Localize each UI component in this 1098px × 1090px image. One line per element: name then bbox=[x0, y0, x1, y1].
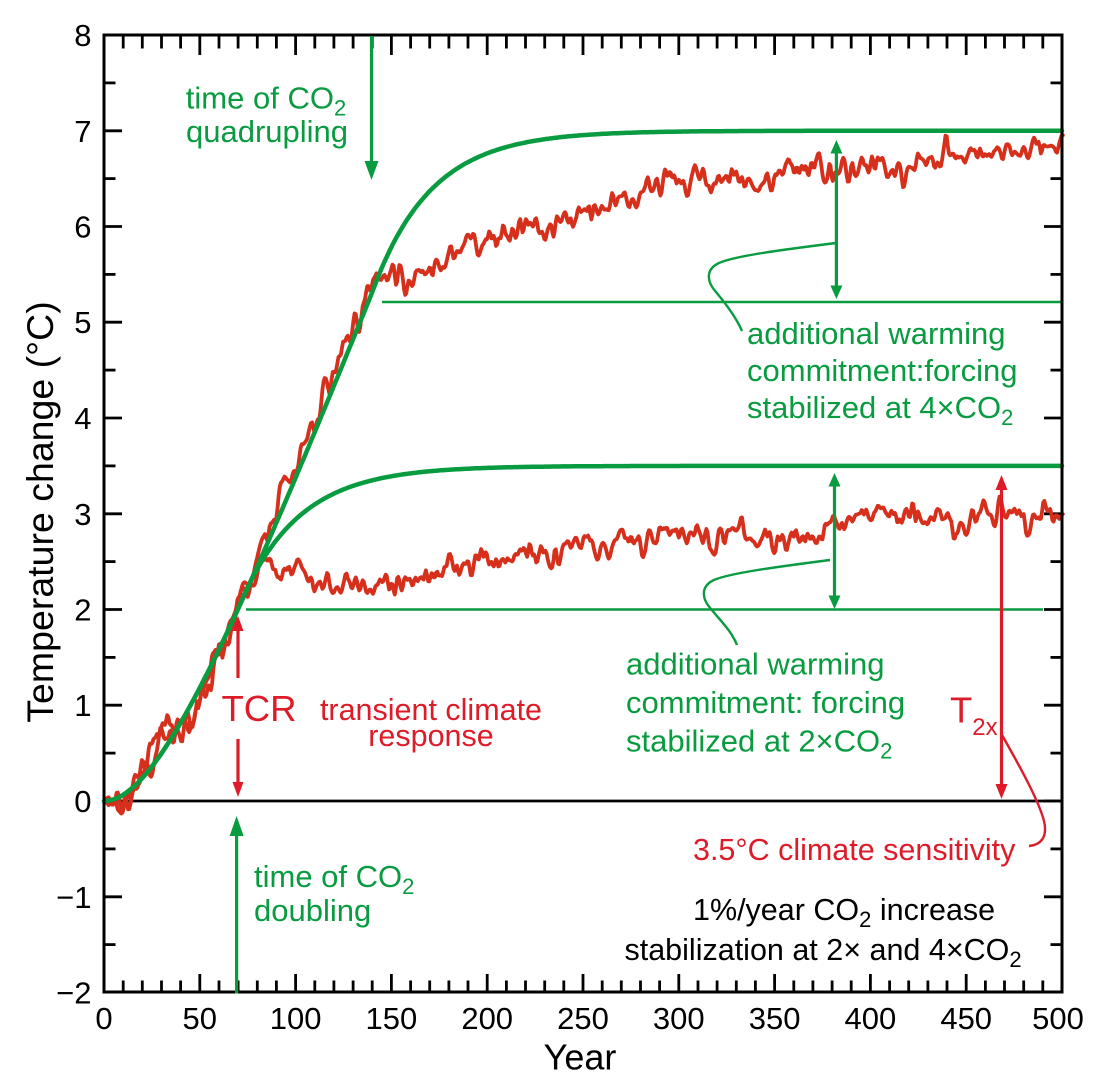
svg-text:stabilization at 2× and 4×CO2: stabilization at 2× and 4×CO2 bbox=[625, 933, 1022, 972]
svg-text:4: 4 bbox=[74, 401, 91, 436]
svg-text:5: 5 bbox=[74, 305, 91, 340]
svg-text:−1: −1 bbox=[56, 880, 91, 915]
svg-text:additional warming: additional warming bbox=[747, 316, 1005, 351]
svg-text:200: 200 bbox=[461, 1001, 513, 1036]
svg-text:6: 6 bbox=[74, 210, 91, 245]
svg-text:commitment:forcing: commitment:forcing bbox=[747, 353, 1017, 388]
svg-text:Year: Year bbox=[544, 1037, 617, 1078]
svg-text:doubling: doubling bbox=[254, 893, 371, 928]
svg-text:Temperature change (°C): Temperature change (°C) bbox=[19, 301, 61, 722]
svg-text:3: 3 bbox=[74, 497, 91, 532]
svg-text:stabilized at 2×CO2: stabilized at 2×CO2 bbox=[626, 724, 892, 764]
svg-text:3.5°C climate sensitivity: 3.5°C climate sensitivity bbox=[693, 833, 1016, 867]
svg-text:0: 0 bbox=[95, 1001, 112, 1036]
svg-text:quadrupling: quadrupling bbox=[186, 114, 348, 149]
svg-text:time of CO2: time of CO2 bbox=[254, 859, 414, 899]
svg-text:7: 7 bbox=[74, 114, 91, 149]
svg-text:1: 1 bbox=[74, 688, 91, 723]
svg-text:commitment: forcing: commitment: forcing bbox=[626, 685, 905, 720]
svg-text:time of CO2: time of CO2 bbox=[186, 81, 346, 121]
svg-text:400: 400 bbox=[845, 1001, 897, 1036]
svg-text:TCR: TCR bbox=[222, 688, 297, 729]
svg-text:stabilized at 4×CO2: stabilized at 4×CO2 bbox=[747, 390, 1013, 430]
svg-text:response: response bbox=[368, 719, 493, 753]
svg-text:additional warming: additional warming bbox=[626, 647, 884, 682]
svg-text:2: 2 bbox=[74, 593, 91, 628]
svg-text:1%/year CO2 increase: 1%/year CO2 increase bbox=[693, 893, 995, 932]
svg-text:100: 100 bbox=[270, 1001, 322, 1036]
svg-text:−2: −2 bbox=[56, 976, 91, 1011]
svg-text:250: 250 bbox=[557, 1001, 609, 1036]
svg-text:350: 350 bbox=[749, 1001, 801, 1036]
svg-text:500: 500 bbox=[1032, 1001, 1084, 1036]
svg-text:50: 50 bbox=[183, 1001, 217, 1036]
svg-text:transient climate: transient climate bbox=[320, 693, 542, 727]
svg-text:150: 150 bbox=[366, 1001, 418, 1036]
svg-text:300: 300 bbox=[653, 1001, 705, 1036]
svg-text:450: 450 bbox=[940, 1001, 992, 1036]
svg-text:0: 0 bbox=[74, 784, 91, 819]
svg-text:8: 8 bbox=[74, 18, 91, 53]
